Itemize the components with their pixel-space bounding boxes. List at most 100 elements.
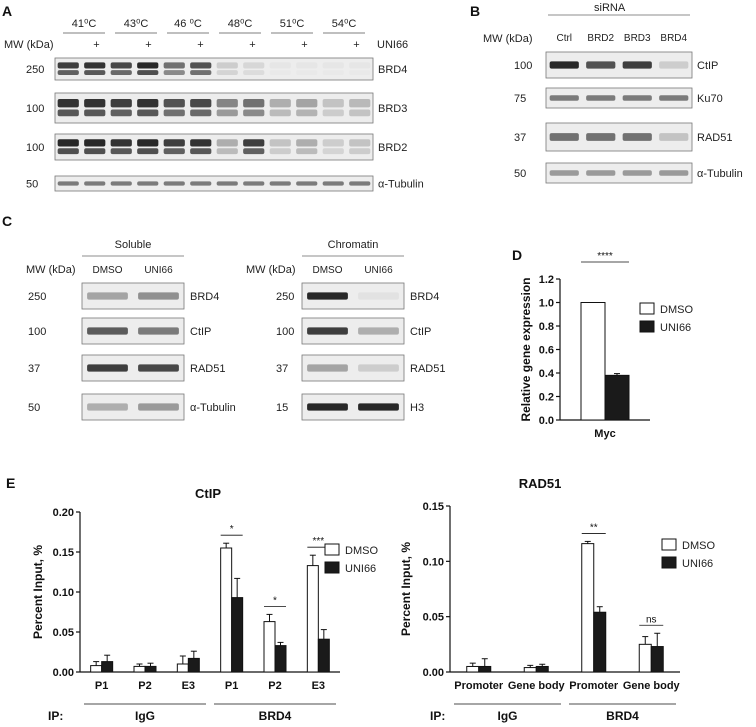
- blot-a-brd4-band: [296, 70, 317, 75]
- panel-c-letter: C: [2, 213, 12, 229]
- blot-b-α-tubulin-band: [549, 170, 579, 176]
- lane-label: DMSO: [93, 265, 123, 276]
- y-tick-label: 1.0: [539, 298, 554, 310]
- blot-a-α-tubulin-band: [296, 181, 318, 186]
- blot-a-brd2-band: [269, 148, 291, 155]
- significance-label: ns: [646, 614, 657, 625]
- x-tick-label: Myc: [594, 428, 615, 440]
- plus-sign: +: [353, 39, 359, 51]
- blot-c-ctip-box: [301, 317, 405, 345]
- plus-sign: +: [301, 39, 307, 51]
- blot-c-rad51-band: [138, 364, 179, 372]
- blot-c-brd4-band: [358, 292, 399, 300]
- panel-e: E CtIP 0.00 0.05 0.10 0.15 0.20 Percent Input,…: [6, 475, 715, 723]
- bar-dmso: [638, 643, 652, 673]
- panel-a-treatment-label: UNI66: [377, 39, 408, 51]
- blot-a-brd4-band: [216, 70, 238, 76]
- panel-a: A MW (kDa) UNI66 41⁰C +43⁰C +46 ⁰C +48⁰C +51…: [2, 3, 424, 192]
- bar-dmso: [90, 665, 103, 673]
- legend-label: DMSO: [345, 545, 378, 557]
- blot-a-brd4-band: [163, 62, 185, 69]
- x-tick-label: P1: [225, 680, 238, 692]
- lane-label: Ctrl: [556, 33, 572, 44]
- y-tick-label: 0.2: [539, 392, 554, 404]
- chart-title: RAD51: [519, 476, 562, 491]
- blot-a-brd4-band: [137, 70, 159, 76]
- blot-a-brd2-band: [269, 139, 291, 147]
- lane-label: UNI66: [364, 265, 393, 276]
- protein-label: BRD4: [190, 291, 219, 303]
- blot-a-brd2-band: [243, 148, 265, 155]
- blot-a-brd4-band: [243, 62, 265, 69]
- blot-b-α-tubulin-band: [659, 170, 689, 176]
- blot-a-brd4-band: [163, 70, 185, 76]
- lane-label: BRD3: [624, 33, 651, 44]
- blot-a-brd4-box: [54, 57, 374, 81]
- y-tick-label: 0.00: [423, 667, 444, 679]
- y-tick-label: 0.15: [53, 547, 74, 559]
- temperature-label: 51⁰C: [280, 18, 305, 30]
- temperature-label: 54⁰C: [332, 18, 357, 30]
- blot-b-ctip-band: [659, 61, 689, 69]
- blot-a-α-tubulin-band: [57, 181, 79, 186]
- mw-marker: 37: [276, 363, 288, 375]
- panel-d-letter: D: [512, 247, 522, 263]
- blot-a-brd4-band: [296, 62, 317, 68]
- panel-c: C Soluble MW (kDa) DMSO UNI66 250 BRD4 100 CtIP…: [2, 213, 445, 421]
- ip-label-left: IP:: [48, 709, 63, 723]
- blot-a-brd2-band: [57, 148, 79, 155]
- blot-a-brd4-band: [243, 70, 265, 76]
- panel-c-chromatin: Chromatin MW (kDa) DMSO UNI66 250 BRD4 100 CtIP…: [246, 239, 445, 421]
- temperature-label: 41⁰C: [72, 18, 97, 30]
- mw-header: MW (kDa): [26, 264, 76, 276]
- blot-a-brd4-band: [57, 70, 79, 76]
- significance-label: *: [230, 524, 234, 535]
- mw-marker: 250: [26, 64, 44, 76]
- chart-title: CtIP: [195, 486, 221, 501]
- protein-label: CtIP: [410, 326, 431, 338]
- blot-a-brd2-band: [137, 148, 159, 155]
- y-tick-label: 0.05: [53, 627, 74, 639]
- y-tick-label: 0.0: [539, 415, 554, 427]
- y-tick-label: 0.15: [423, 501, 444, 513]
- blot-a-α-tubulin-band: [163, 181, 185, 186]
- legend-label: DMSO: [660, 304, 693, 316]
- protein-label: BRD4: [410, 291, 439, 303]
- blot-a-α-tubulin-band: [84, 181, 106, 186]
- blot-a-brd2-band: [110, 148, 132, 155]
- group-label: BRD4: [259, 709, 292, 723]
- blot-a-brd2-band: [296, 148, 318, 155]
- mw-marker: 250: [276, 291, 294, 303]
- blot-a-brd2-band: [84, 139, 106, 147]
- lane-label: BRD2: [587, 33, 614, 44]
- blot-a-brd4-band: [349, 70, 370, 75]
- blot-a-brd3-band: [190, 109, 212, 117]
- blot-a-α-tubulin-band: [349, 181, 371, 186]
- blot-a-brd2-band: [349, 148, 371, 155]
- blot-a-brd2-band: [137, 139, 159, 147]
- mw-marker: 75: [514, 93, 526, 105]
- blot-c-brd4-band: [138, 292, 179, 300]
- bar-dmso: [306, 565, 319, 673]
- legend-label: UNI66: [660, 322, 691, 334]
- blot-b-ku70-box: [545, 87, 693, 109]
- blot-c-ctip-band: [87, 327, 128, 335]
- temperature-label: 48⁰C: [228, 18, 253, 30]
- bar-uni66: [187, 657, 200, 673]
- blot-a-brd2-band: [216, 148, 238, 155]
- bar-uni66: [535, 665, 549, 673]
- fraction-title: Soluble: [115, 239, 152, 251]
- blot-b-α-tubulin-band: [622, 170, 652, 176]
- blot-a-α-tubulin-band: [243, 181, 265, 186]
- panel-a-temperature-headers: 41⁰C +43⁰C +46 ⁰C +48⁰C +51⁰C +54⁰C +: [63, 18, 365, 51]
- x-tick-label: P2: [138, 680, 151, 692]
- blot-a-brd3-band: [163, 99, 185, 108]
- bar-uni66: [144, 665, 157, 673]
- lane-label: BRD4: [660, 33, 687, 44]
- blot-a-brd2-band: [163, 139, 185, 147]
- chart-e-rad51: RAD51 0.00 0.05 0.10 0.15 Percent Input, % Pro…: [399, 476, 715, 723]
- panel-c-soluble: Soluble MW (kDa) DMSO UNI66 250 BRD4 100 CtIP 37…: [26, 239, 236, 421]
- blot-a-α-tubulin-band: [216, 181, 238, 186]
- protein-label: BRD2: [378, 142, 407, 154]
